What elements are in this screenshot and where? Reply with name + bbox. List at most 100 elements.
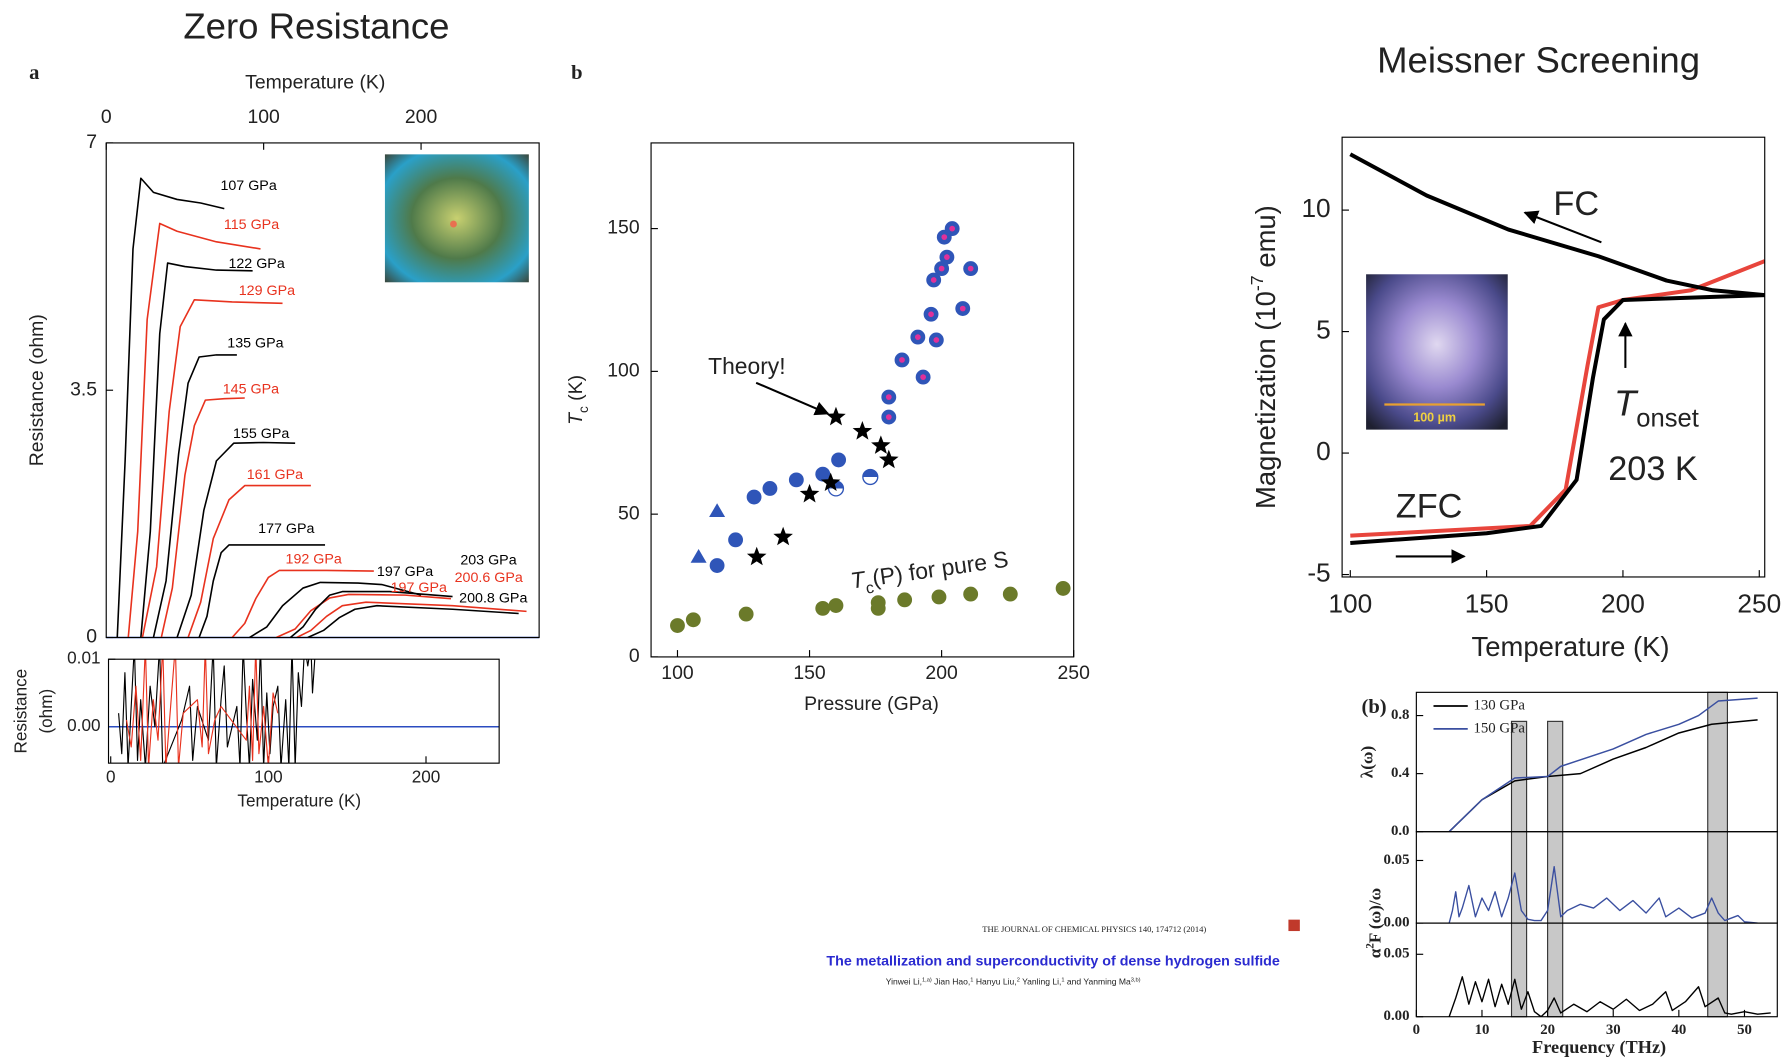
x-tick-label: 150	[1465, 588, 1509, 618]
center-dot	[899, 357, 905, 363]
label-part: F (ω)/ω	[1365, 888, 1384, 943]
star-point	[852, 421, 873, 440]
y-tick-label: 0.4	[1391, 765, 1410, 781]
center-dot	[944, 254, 950, 261]
center-dot	[885, 394, 892, 400]
y-tick-label: 5	[1316, 315, 1331, 345]
y-tick-label: 3.5	[70, 378, 97, 400]
y-tick-label: -5	[1307, 557, 1330, 587]
data-line	[176, 441, 296, 638]
author-name: Jian Hao,	[932, 977, 970, 987]
circle-point	[870, 600, 886, 616]
curve-label: 200.8 GPa	[459, 590, 527, 606]
star-point	[773, 526, 793, 546]
label-part: (P) for pure S	[871, 546, 1010, 591]
y-tick-label: 0	[629, 645, 640, 667]
heading: Zero Resistance	[183, 5, 449, 46]
y-tick-label: 100	[607, 359, 640, 381]
label-part: T	[1614, 382, 1639, 423]
label-part: onset	[1636, 404, 1699, 432]
data-line	[1448, 697, 1758, 832]
plot-area	[1349, 152, 1765, 545]
label-part: T	[849, 566, 868, 594]
center-dot	[959, 305, 966, 312]
y-axis-label: λ(ω)	[1357, 746, 1376, 778]
center-dot	[949, 225, 956, 232]
data-line	[307, 604, 519, 638]
arrow	[1523, 210, 1602, 244]
curve-label: 122 GPa	[228, 256, 284, 272]
center-dot	[941, 234, 948, 241]
journal-line: THE JOURNAL OF CHEMICAL PHYSICS 140, 174…	[982, 924, 1206, 934]
x-tick-label: 20	[1540, 1022, 1555, 1038]
inset-spot	[450, 220, 457, 228]
x-axis-label: Temperature (K)	[245, 72, 385, 94]
y-tick-label: 0	[1316, 436, 1331, 466]
x-tick-label: 250	[1057, 662, 1090, 684]
y-tick-label: 0.00	[67, 715, 100, 735]
x-axis-label: Temperature (K)	[237, 791, 361, 811]
center-dot	[938, 265, 945, 272]
author-name: Yinwei Li,	[886, 977, 922, 987]
center-dot	[920, 374, 926, 380]
curve-label: 197 GPa	[391, 580, 447, 596]
label-part: T	[565, 412, 587, 425]
x-tick-label: 100	[661, 662, 694, 684]
label-part: Magnetization (10	[1250, 291, 1281, 509]
panel-label: b	[571, 62, 582, 84]
legend-label: 130 GPa	[1473, 697, 1525, 713]
x-tick-label: 50	[1737, 1022, 1752, 1038]
x-tick-label: 40	[1671, 1022, 1686, 1038]
circle-point	[897, 592, 913, 608]
circle-point	[746, 489, 762, 505]
star-point	[879, 449, 899, 469]
inset-photo	[384, 154, 529, 283]
data-line	[127, 222, 261, 638]
x-tick-label: 200	[1601, 588, 1645, 618]
x-tick-label: 0	[106, 767, 116, 787]
frame	[1415, 922, 1778, 1018]
frame	[1341, 136, 1766, 578]
star-point	[799, 483, 820, 503]
x-tick-label: 200	[925, 662, 958, 684]
x-axis-label: Pressure (GPa)	[804, 693, 939, 715]
center-dot	[967, 265, 974, 272]
author-name: and Yanming Ma	[1065, 977, 1131, 987]
annotation: FC	[1553, 185, 1599, 223]
data-line	[160, 397, 245, 638]
center-dot	[885, 414, 892, 420]
y-axis-label: Resistance (ohm)	[26, 314, 48, 466]
y-tick-label: 0	[86, 626, 97, 648]
y-tick-label: 50	[618, 502, 640, 524]
author-name: Yanling Li,	[1020, 977, 1062, 987]
data-line	[198, 544, 326, 638]
curve-label: 145 GPa	[223, 381, 279, 397]
circle-point	[828, 598, 844, 613]
y-tick-label: 0.0	[1391, 823, 1410, 839]
triangle-point	[709, 503, 726, 518]
label-part: 2	[1364, 943, 1376, 949]
frame	[107, 658, 500, 764]
annotation: Tonset	[1614, 382, 1699, 432]
plot-area	[1448, 866, 1758, 924]
data-line	[1350, 293, 1765, 545]
label-part: emu)	[1250, 205, 1281, 275]
curve-label: 200.6 GPa	[455, 570, 523, 586]
data-line	[116, 177, 225, 638]
circle-point	[831, 452, 847, 468]
circle-point	[685, 612, 701, 628]
panel-label: a	[29, 62, 39, 84]
author-affiliation: 2	[1017, 977, 1020, 983]
annotation: 203 K	[1608, 450, 1698, 488]
data-line	[141, 298, 283, 638]
x-tick-label: 200	[405, 106, 438, 128]
author-name: Hanyu Liu,	[973, 977, 1016, 987]
x-tick-label: 10	[1475, 1022, 1490, 1038]
circle-point	[815, 600, 831, 616]
y-tick-label: 0.00	[1384, 1008, 1410, 1024]
data-line	[1350, 259, 1765, 538]
curve-label: 129 GPa	[239, 283, 295, 299]
label-part: -7	[1247, 275, 1267, 291]
curve-label: 203 GPa	[460, 553, 516, 569]
x-tick-label: 150	[793, 662, 826, 684]
